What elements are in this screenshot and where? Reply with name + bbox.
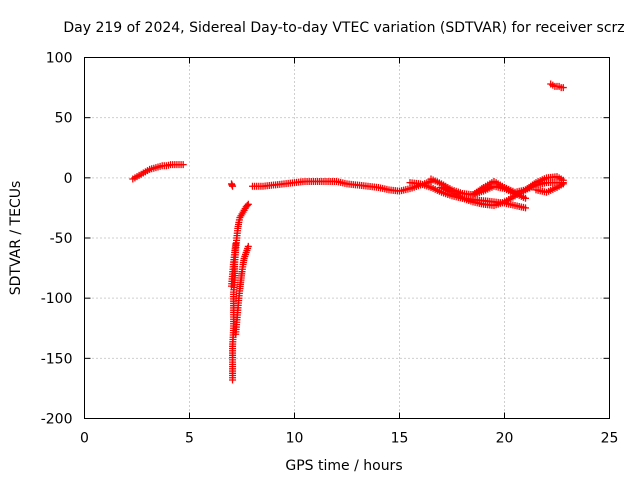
x-tick-label: 0 [80,431,89,447]
data-point [559,84,567,92]
data-points [129,80,567,384]
x-tick-label: 10 [286,431,304,447]
x-tick-label: 20 [496,431,514,447]
data-point [522,204,529,212]
data-point [559,180,567,188]
data-point [244,242,252,250]
series-segment-6 [249,177,435,195]
data-point [243,202,251,210]
series-segment-11 [532,180,567,196]
series-segment-1 [129,161,187,183]
chart-title: Day 219 of 2024, Sidereal Day-to-day VTE… [63,20,624,36]
data-point [232,240,240,248]
x-tick-labels: 0 5 10 15 20 25 [80,431,618,447]
x-tick-label: 5 [185,431,194,447]
series-segment-4 [232,242,252,338]
x-tick-label: 25 [601,431,619,447]
series-segment-10 [469,173,567,199]
data-point [229,182,237,190]
axis-ticks [84,57,610,419]
y-tick-label: -100 [41,291,73,307]
series-segment-12 [547,80,567,92]
x-tick-label: 15 [391,431,409,447]
y-axis-label: SDTVAR / TECUs [8,181,24,296]
grid-lines [84,57,610,419]
y-tick-label: -200 [41,412,73,428]
y-tick-label: 100 [46,51,73,67]
series-segment-5 [228,240,240,290]
series-segment-2 [228,180,237,190]
x-axis-label: GPS time / hours [285,458,402,474]
data-point [244,200,252,208]
y-tick-label: 0 [64,171,73,187]
y-tick-label: -50 [50,231,73,247]
y-tick-label: -150 [41,351,73,367]
data-point [522,194,529,202]
y-tick-label: 50 [55,111,73,127]
y-tick-labels: -200 -150 -100 -50 0 50 100 [41,51,73,428]
data-point [179,161,187,169]
